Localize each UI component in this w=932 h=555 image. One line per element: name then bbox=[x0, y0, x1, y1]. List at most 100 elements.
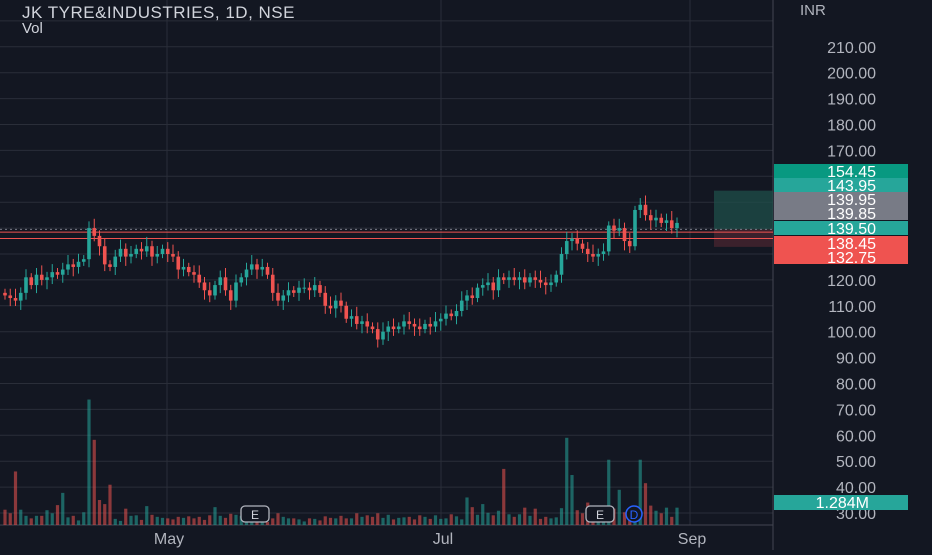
candle bbox=[29, 277, 34, 286]
volume-bar bbox=[108, 484, 112, 525]
price-badge-bg bbox=[774, 221, 908, 235]
volume-bar bbox=[654, 510, 658, 525]
candle bbox=[370, 326, 375, 330]
candle bbox=[575, 238, 580, 244]
volume-bar bbox=[544, 516, 548, 525]
candle bbox=[213, 285, 217, 296]
candle bbox=[643, 204, 648, 216]
candle bbox=[475, 287, 480, 299]
volume-bar bbox=[491, 515, 495, 525]
volume-bars bbox=[3, 399, 679, 525]
price-badge-label: 132.75 bbox=[827, 250, 876, 267]
event-marker-e: E bbox=[585, 505, 615, 523]
candle bbox=[633, 209, 637, 247]
volume-bar bbox=[670, 516, 674, 525]
volume-badge-bg bbox=[774, 495, 908, 510]
candle bbox=[118, 248, 123, 257]
candle bbox=[87, 228, 91, 260]
volume-bar bbox=[218, 515, 222, 525]
volume-bar bbox=[124, 508, 128, 525]
time-tick-label: Sep bbox=[678, 531, 707, 548]
candle bbox=[312, 285, 317, 291]
volume-bar bbox=[118, 520, 123, 525]
event-marker-label: E bbox=[596, 508, 604, 522]
price-tick-label: 40.00 bbox=[836, 480, 876, 497]
price-tick-label: 190.00 bbox=[827, 92, 876, 109]
candle bbox=[433, 321, 438, 327]
price-badge: 143.95 bbox=[774, 178, 908, 195]
volume-bar bbox=[92, 439, 96, 525]
volume-bar bbox=[208, 515, 212, 525]
price-tick-label: 70.00 bbox=[836, 402, 876, 419]
volume-bar bbox=[223, 517, 228, 525]
price-badge: 138.45 bbox=[774, 236, 908, 253]
volume-bar bbox=[281, 516, 285, 525]
price-tick-label: 100.00 bbox=[827, 325, 876, 342]
candle bbox=[360, 321, 364, 324]
price-badge-bg bbox=[774, 250, 908, 264]
volume-bar bbox=[40, 515, 44, 525]
volume-bar bbox=[386, 514, 390, 525]
volume-bar bbox=[113, 518, 117, 525]
candle bbox=[202, 282, 207, 291]
price-tick-label: 80.00 bbox=[836, 377, 876, 394]
candle bbox=[155, 254, 160, 257]
volume-bar bbox=[34, 515, 39, 525]
candle bbox=[255, 264, 259, 270]
volume-bar bbox=[97, 500, 102, 525]
candle bbox=[123, 248, 128, 257]
candle bbox=[423, 323, 427, 330]
candle bbox=[97, 235, 102, 247]
volume-bar bbox=[129, 515, 133, 525]
chart-title: JK TYRE&INDUSTRIES, 1D, NSE bbox=[22, 3, 295, 22]
candle bbox=[564, 241, 569, 254]
candle bbox=[234, 282, 238, 301]
volume-bar bbox=[50, 513, 54, 525]
price-badge: 132.75 bbox=[774, 250, 908, 267]
volume-bar bbox=[523, 507, 527, 525]
volume-bar bbox=[134, 515, 138, 525]
volume-bar bbox=[297, 519, 301, 525]
candle bbox=[307, 287, 312, 291]
volume-bar bbox=[155, 516, 159, 525]
candle bbox=[270, 274, 275, 293]
candle bbox=[559, 254, 564, 275]
volume-bar bbox=[402, 517, 406, 525]
volume-bar bbox=[622, 512, 627, 525]
volume-bar bbox=[565, 437, 569, 525]
volume-bar bbox=[512, 516, 516, 525]
volume-bar bbox=[71, 515, 75, 525]
candle bbox=[585, 248, 590, 254]
candle bbox=[517, 277, 522, 280]
candle bbox=[207, 290, 212, 296]
candle bbox=[333, 300, 338, 309]
volume-bar bbox=[460, 519, 464, 525]
candle bbox=[454, 310, 459, 317]
candle bbox=[375, 329, 380, 340]
volume-bar bbox=[160, 517, 165, 525]
volume-bar bbox=[643, 483, 648, 525]
volume-bar bbox=[360, 516, 364, 525]
candle bbox=[512, 277, 517, 280]
earnings-icon bbox=[585, 505, 615, 523]
candle bbox=[92, 228, 97, 236]
candle bbox=[344, 305, 349, 319]
candle bbox=[134, 248, 139, 254]
volume-bar bbox=[444, 518, 448, 525]
volume-badge: 1.284M bbox=[774, 495, 908, 512]
price-tick-label: 60.00 bbox=[836, 428, 876, 445]
volume-bar bbox=[502, 468, 506, 525]
volume-badge-label: 1.284M bbox=[816, 495, 869, 512]
volume-bar bbox=[61, 492, 65, 525]
candle bbox=[102, 246, 107, 265]
volume-bar bbox=[286, 518, 291, 525]
volume-bar bbox=[675, 507, 679, 525]
volume-bar bbox=[76, 520, 81, 525]
volume-bar bbox=[470, 507, 474, 525]
candle bbox=[554, 274, 559, 283]
candle bbox=[606, 225, 611, 252]
price-badge-label: 139.50 bbox=[827, 221, 876, 238]
price-tick-label: 90.00 bbox=[836, 351, 876, 368]
